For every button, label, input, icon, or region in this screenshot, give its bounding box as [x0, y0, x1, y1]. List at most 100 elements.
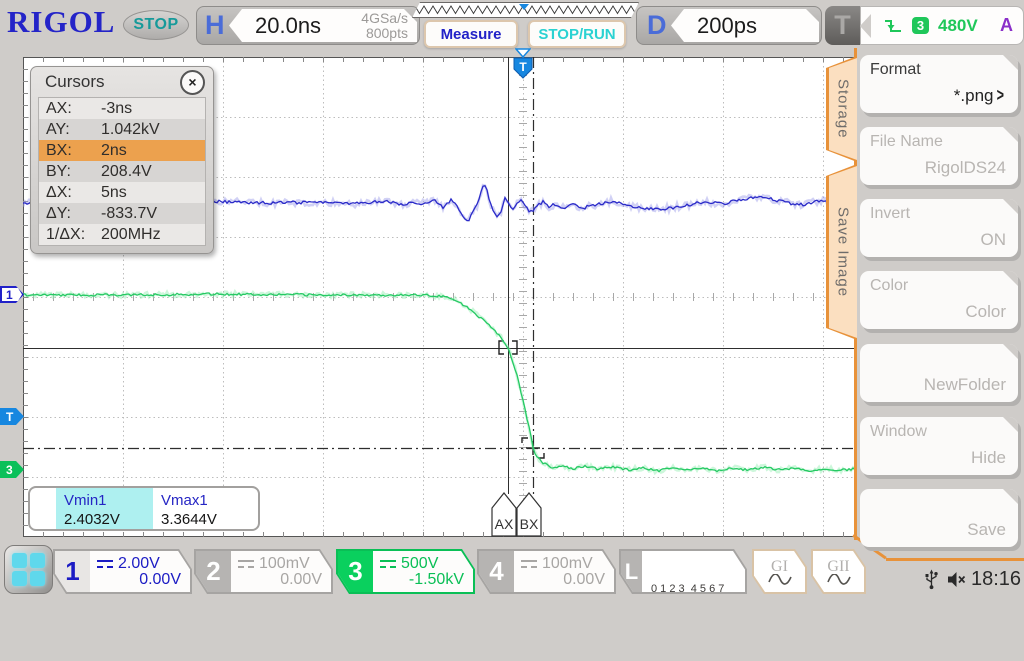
preview-zigzag-icon — [413, 3, 638, 17]
channel-number: 3 — [338, 551, 373, 592]
menu-item-value: NewFolder — [923, 375, 1006, 394]
marker-label: 3 — [6, 462, 13, 477]
measurement-results-box: Vmin1 2.4032V Vmax1 3.3644V — [28, 486, 260, 531]
cursor-row-label: AX: — [46, 99, 72, 117]
run-state-badge: STOP — [123, 10, 189, 40]
menu-item-invert[interactable]: Invert ON — [860, 199, 1018, 257]
delay-label: D — [647, 10, 667, 40]
cursor-a-intersect-bracket — [512, 340, 518, 355]
cursor-row-inv-dx[interactable]: 1/ΔX: 200MHz — [39, 224, 205, 245]
menu-item-save[interactable]: Save — [860, 489, 1018, 547]
channel-1-button[interactable]: 1 2.00V 0.00V — [53, 549, 192, 594]
menu-item-label: File Name — [870, 133, 943, 150]
channel-scale: 100mV — [259, 555, 310, 572]
cursors-panel-header[interactable]: Cursors × — [31, 67, 213, 97]
measurement-value: 3.3644V — [161, 511, 217, 528]
memory-depth-value: 800pts — [365, 25, 408, 41]
channel-1-position-marker[interactable]: 1 — [0, 286, 24, 303]
cursor-row-label: 1/ΔX: — [46, 225, 86, 243]
channel-offset: -1.50kV — [408, 571, 464, 588]
clock: 18:16 — [971, 568, 1022, 590]
horizontal-timebase-group[interactable]: H 20.0ns 4GSa/s 800pts — [196, 6, 420, 45]
timebase-panel: 20.0ns 4GSa/s 800pts — [229, 9, 417, 42]
measurement-value: 2.4032V — [64, 511, 120, 528]
cursors-panel: Cursors × AX: -3ns AY: 1.042kV BX: 2ns BY: 2… — [30, 66, 214, 254]
generator-1-button[interactable]: GI — [752, 549, 807, 594]
preview-trigger-marker — [519, 4, 529, 10]
trigger-label: T — [825, 6, 860, 45]
trigger-mode: A — [1000, 15, 1013, 35]
dc-coupling-icon — [97, 560, 113, 568]
dc-coupling-icon — [380, 560, 396, 568]
cursor-row-value: 5ns — [101, 183, 127, 201]
cursor-row-label: ΔY: — [46, 204, 71, 222]
menu-item-value: Save — [967, 520, 1006, 539]
usb-icon — [925, 569, 938, 590]
preview-waveform — [415, 6, 636, 14]
trigger-position-label: T — [519, 60, 527, 74]
menu-item-format[interactable]: Format *.png > — [860, 55, 1018, 113]
menu-item-new-folder[interactable]: NewFolder — [860, 344, 1018, 402]
menu-item-window[interactable]: Window Hide — [860, 417, 1018, 475]
menu-divider — [886, 558, 1024, 561]
trigger-level-marker[interactable]: T — [0, 408, 24, 425]
rigol-logo: RIGOL — [7, 4, 116, 39]
trigger-group[interactable]: T 3 480V A — [825, 6, 1024, 45]
cursor-bx-flag-label: BX — [520, 516, 539, 532]
cursor-row-label: BX: — [46, 141, 72, 159]
cursor-bx-flag[interactable] — [516, 492, 542, 537]
tab-save-image[interactable]: Save Image — [826, 164, 857, 340]
delay-panel: 200ps — [671, 9, 819, 42]
close-icon[interactable]: × — [180, 69, 205, 95]
tab-storage[interactable]: Storage — [826, 56, 857, 162]
cursor-row-ax[interactable]: AX: -3ns — [39, 98, 205, 119]
channel-scale: 100mV — [542, 555, 593, 572]
measure-button[interactable]: Measure — [424, 20, 518, 48]
channel-offset: 0.00V — [563, 571, 605, 588]
channel-3-button[interactable]: 3 500V -1.50kV — [336, 549, 475, 594]
submenu-arrow-icon: > — [997, 85, 1005, 105]
channel-offset: 0.00V — [280, 571, 322, 588]
cursor-row-bx-selected[interactable]: BX: 2ns — [39, 140, 205, 161]
channel-4-button[interactable]: 4 100mV 0.00V — [477, 549, 616, 594]
channel-2-button[interactable]: 2 100mV 0.00V — [194, 549, 333, 594]
menu-item-value: Hide — [971, 448, 1006, 467]
timebase-value: 20.0ns — [255, 13, 322, 38]
waveform-preview-strip[interactable] — [412, 2, 639, 18]
cursor-row-label: AY: — [46, 120, 70, 138]
measurement-name: Vmax1 — [161, 492, 208, 509]
menu-item-file-name[interactable]: File Name RigolDS24 — [860, 127, 1018, 185]
measurement-vmax1[interactable]: Vmax1 3.3644V — [153, 488, 250, 529]
channel-scale: 2.00V — [118, 555, 160, 572]
generator-2-button[interactable]: GII — [811, 549, 866, 594]
menu-grid-button[interactable] — [4, 545, 53, 594]
measurement-vmin1[interactable]: Vmin1 2.4032V — [56, 488, 153, 529]
sine-wave-icon — [827, 574, 851, 585]
trigger-position-marker[interactable] — [513, 57, 533, 79]
logic-analyzer-button[interactable]: L 0 1 2 3 4 5 6 7 8 9 1011 12131415 — [619, 549, 747, 594]
channel-number: 2 — [196, 551, 231, 592]
cursor-ax-flag[interactable] — [491, 492, 517, 537]
cursor-row-by[interactable]: BY: 208.4V — [39, 161, 205, 182]
cursor-row-dy[interactable]: ΔY: -833.7V — [39, 203, 205, 224]
cursor-row-label: BY: — [46, 162, 71, 180]
cursors-panel-title: Cursors — [45, 72, 105, 91]
marker-label: T — [6, 409, 14, 424]
stop-run-button[interactable]: STOP/RUN — [528, 20, 626, 48]
channel-offset: 0.00V — [139, 571, 181, 588]
delay-group[interactable]: D 200ps — [636, 6, 822, 45]
menu-item-label: Invert — [870, 205, 911, 222]
trigger-panel: 3 480V A — [860, 6, 1024, 45]
trigger-source-badge: 3 — [912, 17, 929, 34]
channel-number: 4 — [479, 551, 514, 592]
channel-3-position-marker[interactable]: 3 — [0, 461, 24, 478]
delay-value: 200ps — [697, 13, 757, 38]
menu-item-value: RigolDS24 — [924, 158, 1006, 177]
menu-item-color[interactable]: Color Color — [860, 271, 1018, 329]
cursor-a-intersect-bracket — [498, 340, 504, 355]
cursor-row-dx[interactable]: ΔX: 5ns — [39, 182, 205, 203]
menu-item-value: *.png — [953, 85, 994, 105]
cursor-row-ay[interactable]: AY: 1.042kV — [39, 119, 205, 140]
sine-wave-icon — [768, 574, 792, 585]
menu-item-value: Color — [965, 302, 1006, 321]
